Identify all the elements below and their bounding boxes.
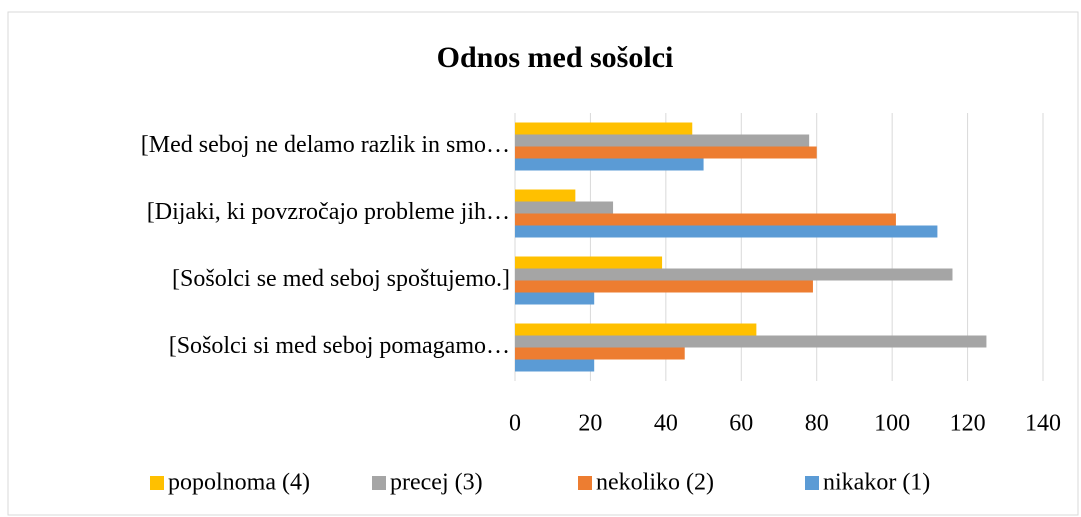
x-tick-label: 0 <box>509 411 521 437</box>
x-tick-label: 40 <box>654 411 678 437</box>
bar <box>515 292 595 305</box>
legend-swatch <box>578 476 592 490</box>
legend-label: popolnoma (4) <box>168 470 310 496</box>
bar <box>515 359 595 372</box>
bar <box>515 335 987 348</box>
bar <box>515 256 663 269</box>
bar <box>515 280 813 293</box>
bar <box>515 146 817 159</box>
bar <box>515 122 693 135</box>
y-tick-label: [Med seboj ne delamo razlik in smo… <box>141 132 510 158</box>
y-tick-label: [Dijaki, ki povzročajo probleme jih… <box>147 199 510 225</box>
legend-swatch <box>150 476 164 490</box>
legend-label: nikakor (1) <box>823 470 930 496</box>
legend-label: precej (3) <box>390 470 483 496</box>
bar <box>515 225 938 238</box>
x-tick-label: 60 <box>729 411 753 437</box>
x-tick-label: 80 <box>805 411 829 437</box>
y-tick-label: [Sošolci se med seboj spoštujemo.] <box>172 266 510 292</box>
x-tick-label: 140 <box>1025 411 1061 437</box>
legend-swatch <box>805 476 819 490</box>
bar <box>515 201 614 214</box>
legend-label: nekoliko (2) <box>596 470 714 496</box>
bar <box>515 189 576 202</box>
y-tick-label: [Sošolci si med seboj pomagamo… <box>169 333 510 359</box>
chart-title: Odnos med sošolci <box>437 41 674 74</box>
legend-swatch <box>372 476 386 490</box>
bar <box>515 134 810 147</box>
bar <box>515 323 757 336</box>
bar <box>515 158 704 171</box>
x-tick-label: 100 <box>874 411 910 437</box>
x-tick-label: 20 <box>578 411 602 437</box>
bar <box>515 347 685 360</box>
bar <box>515 213 896 226</box>
x-tick-label: 120 <box>950 411 986 437</box>
bar <box>515 268 953 281</box>
